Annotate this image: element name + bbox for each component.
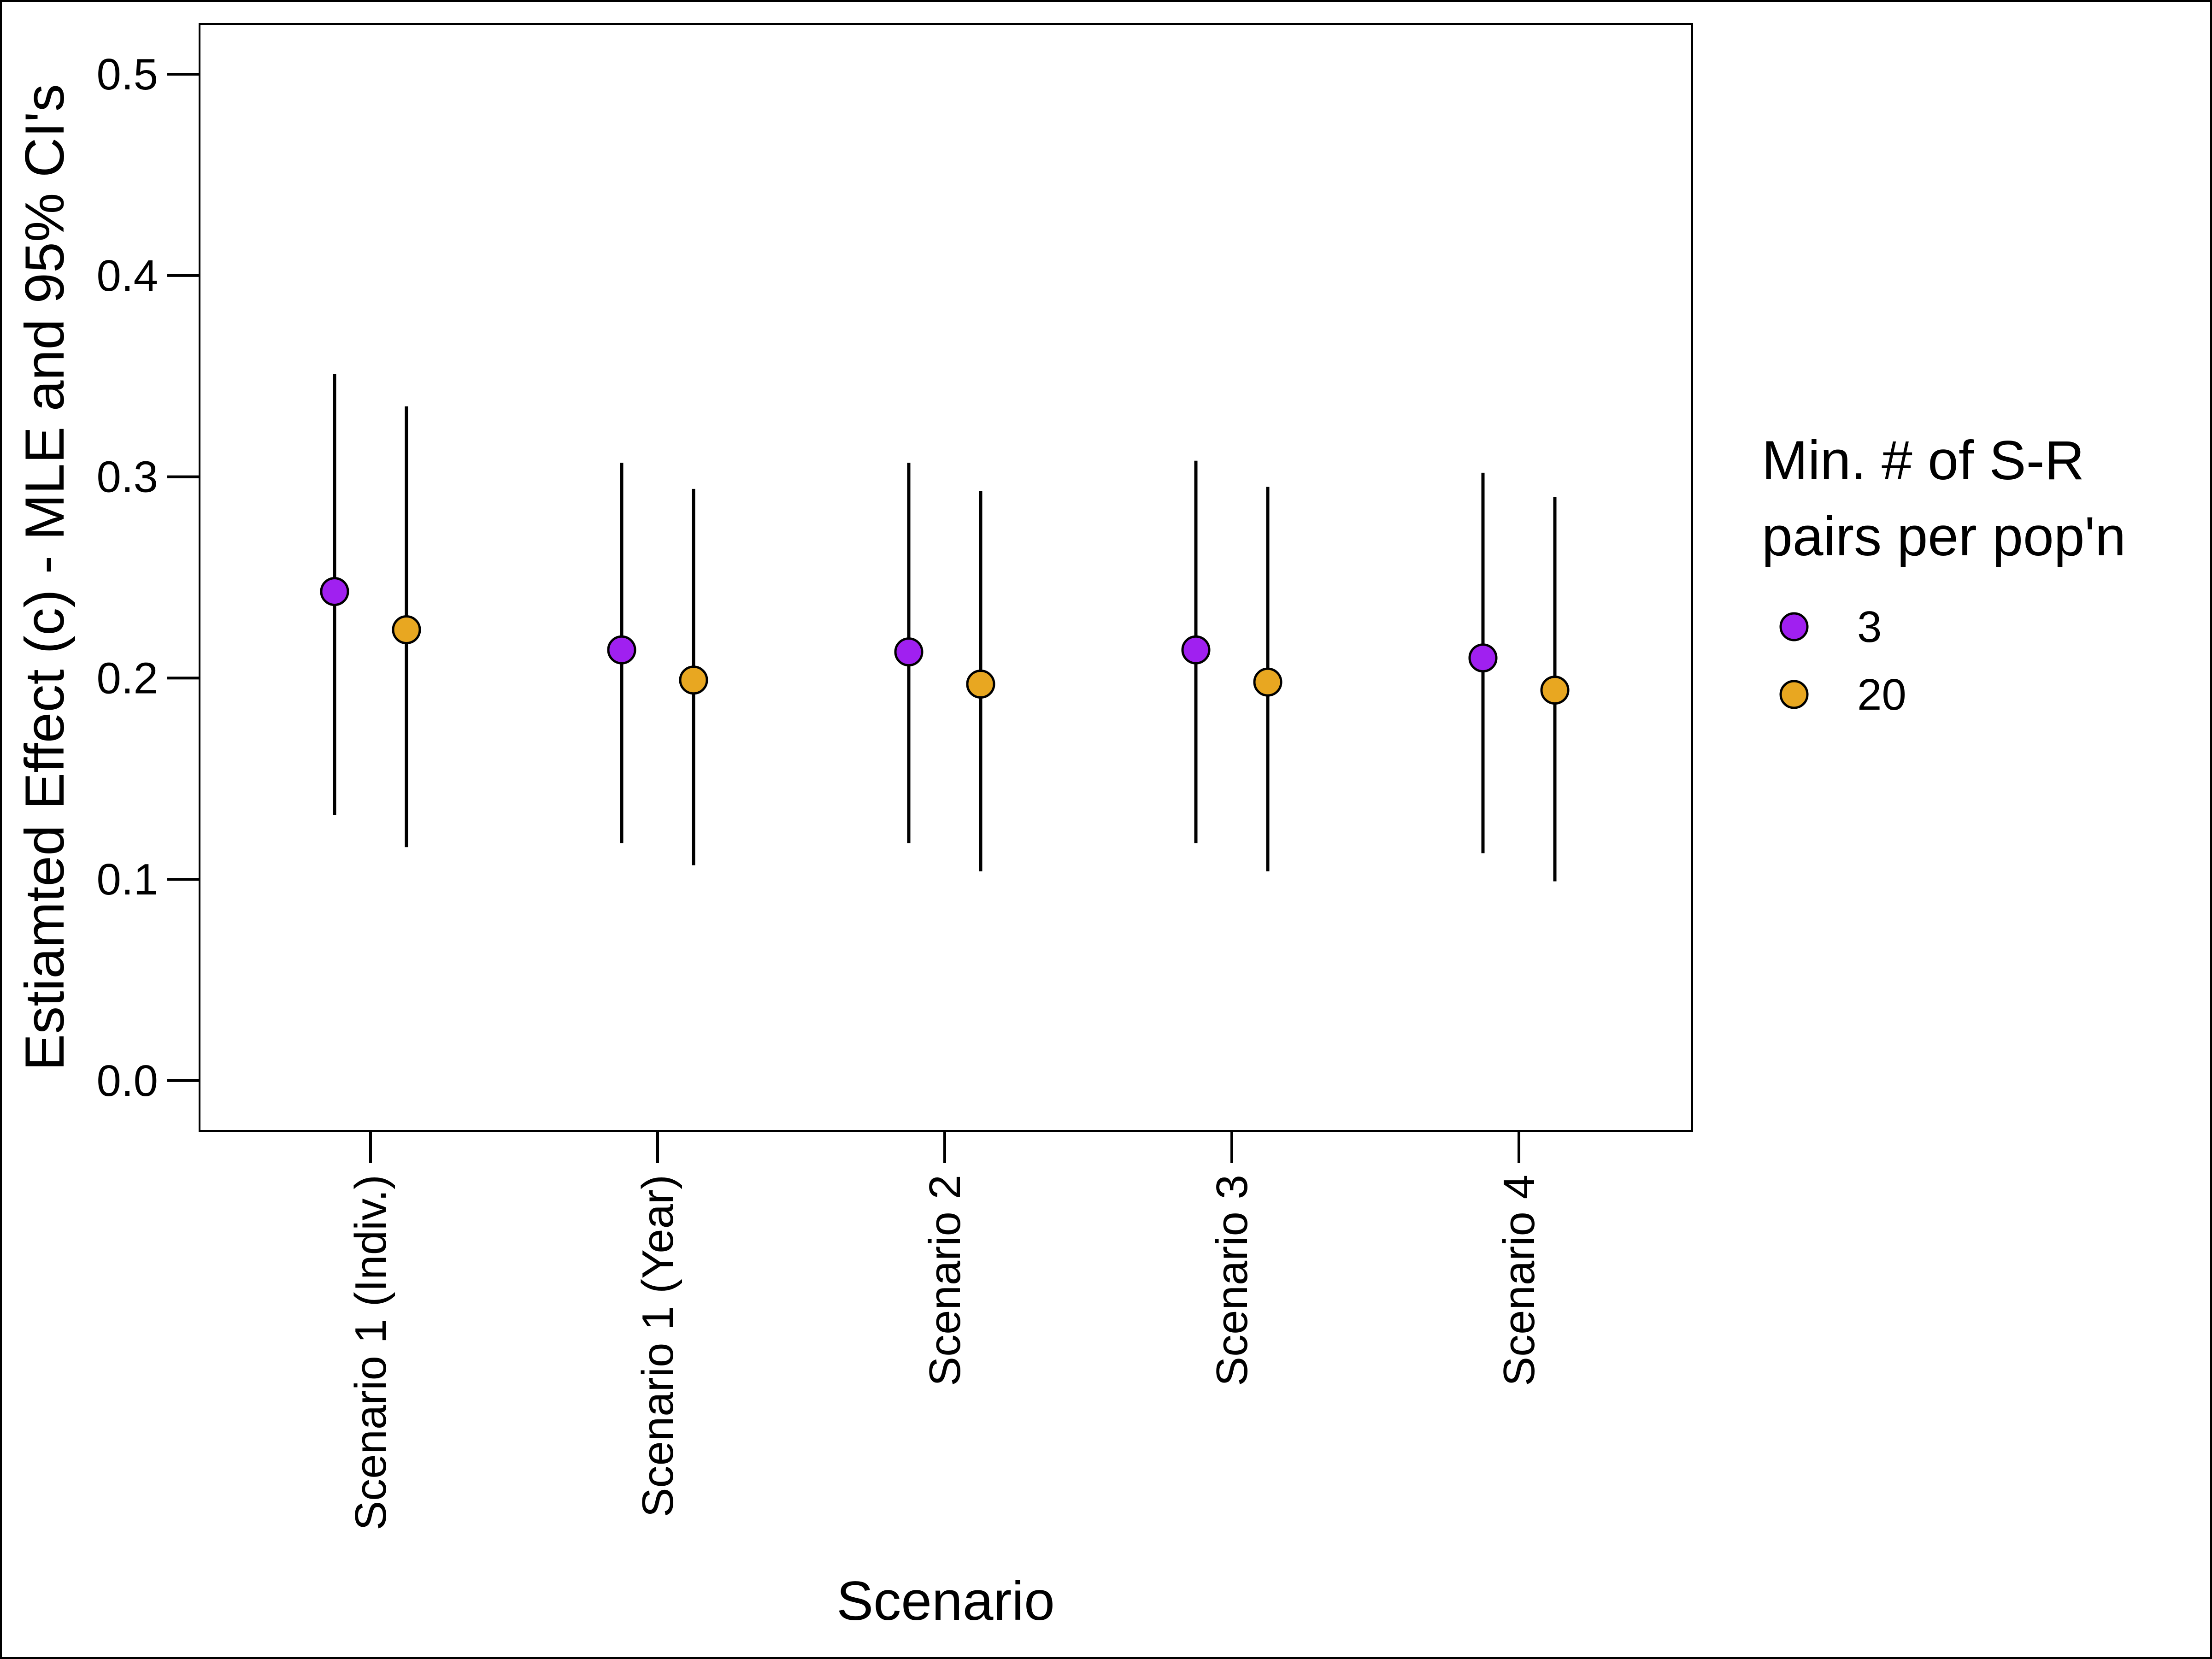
plot-marks bbox=[320, 374, 1570, 882]
legend: Min. # of S-R pairs per pop'n 3 20 bbox=[1762, 429, 2126, 719]
mle-point bbox=[1181, 635, 1211, 665]
legend-key-label: 3 bbox=[1857, 602, 1882, 652]
y-tick-label: 0.0 bbox=[97, 1056, 158, 1106]
y-tick-label: 0.5 bbox=[97, 50, 158, 99]
mle-point bbox=[392, 615, 421, 645]
y-tick-label: 0.2 bbox=[97, 653, 158, 703]
y-tick-label: 0.1 bbox=[97, 855, 158, 904]
y-tick-label: 0.3 bbox=[97, 453, 158, 502]
mle-point bbox=[607, 635, 636, 665]
plot-panel bbox=[199, 23, 1693, 1132]
mle-point bbox=[320, 577, 349, 606]
mle-point bbox=[894, 637, 924, 667]
x-tick-label: Scenario 1 (Year) bbox=[633, 1175, 682, 1518]
x-tick-label: Scenario 4 bbox=[1494, 1175, 1544, 1386]
mle-point bbox=[1253, 667, 1282, 697]
legend-title-line-2: pairs per pop'n bbox=[1762, 506, 2126, 567]
legend-key-point bbox=[1779, 612, 1809, 641]
mle-point bbox=[1468, 643, 1498, 673]
x-tick-label: Scenario 3 bbox=[1207, 1175, 1257, 1386]
legend-title-line-1: Min. # of S-R bbox=[1762, 429, 2084, 491]
x-axis: Scenario 1 (Indiv.) Scenario 1 (Year) Scen… bbox=[346, 1131, 1544, 1530]
mle-point bbox=[966, 669, 995, 699]
x-tick-label: Scenario 2 bbox=[920, 1175, 970, 1386]
mle-point bbox=[1540, 676, 1570, 705]
mle-point bbox=[679, 665, 708, 695]
x-tick-label: Scenario 1 (Indiv.) bbox=[346, 1175, 395, 1530]
legend-key-label: 20 bbox=[1857, 670, 1906, 719]
y-axis: 0.0 0.1 0.2 0.3 0.4 0.5 bbox=[97, 50, 200, 1106]
y-tick-label: 0.4 bbox=[97, 251, 158, 300]
legend-key-point bbox=[1779, 680, 1809, 709]
y-axis-title: Estiamted Effect (c) - MLE and 95% CI's bbox=[14, 84, 76, 1071]
x-axis-title: Scenario bbox=[836, 1570, 1055, 1632]
